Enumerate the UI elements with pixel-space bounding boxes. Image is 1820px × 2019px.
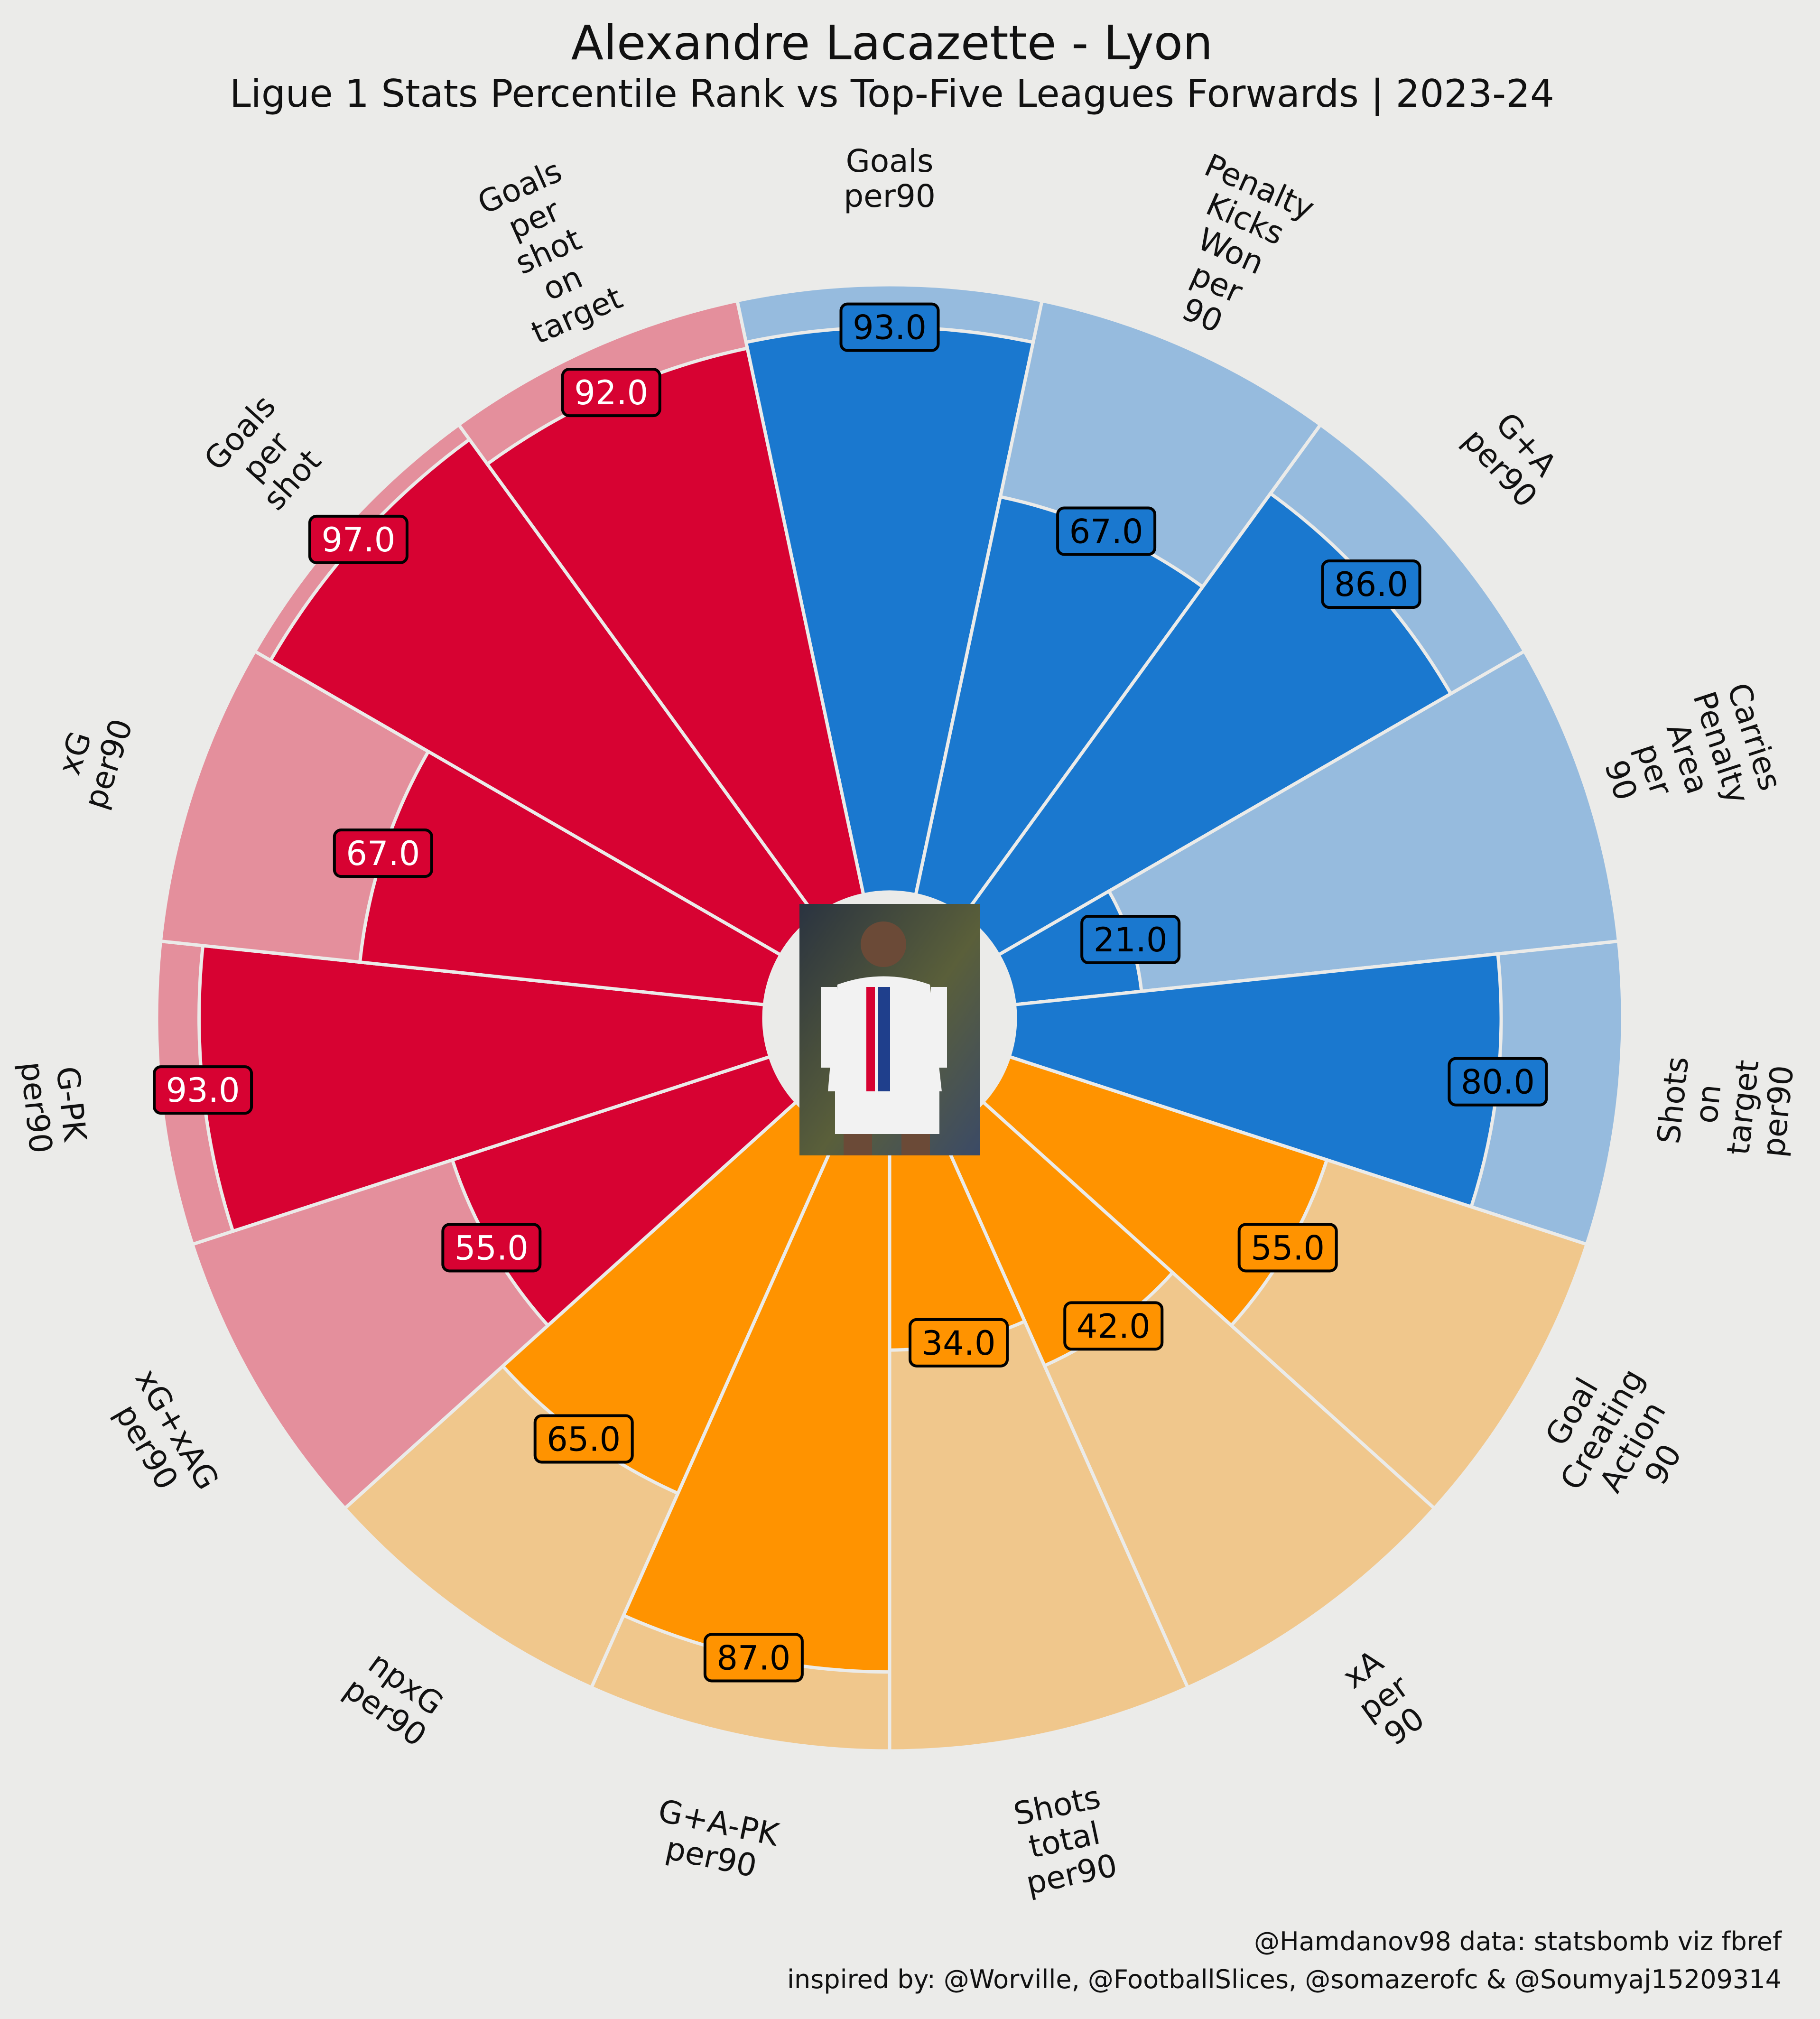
value-label-box — [1448, 1057, 1548, 1107]
value-label: 67.0 — [346, 834, 420, 873]
value-label: 34.0 — [922, 1324, 996, 1363]
category-label: G-PKper90 — [13, 1056, 94, 1155]
value-label-box — [441, 1223, 542, 1273]
value-label-box — [1063, 1301, 1164, 1351]
value-label-box — [839, 302, 940, 352]
chart-title: Alexandre Lacazette - Lyon — [571, 15, 1213, 71]
value-labels-layer: 93.0 67.0 86.0 21.0 80.0 55.0 42.0 34.0 87.0 65.0… — [153, 302, 1548, 1683]
category-label: G+A-PKper90 — [648, 1792, 782, 1888]
category-label: G+Aper90 — [1456, 398, 1570, 514]
value-label: 92.0 — [574, 373, 648, 412]
value-label-box — [1237, 1223, 1338, 1273]
category-label: xG+xAGper90 — [98, 1363, 226, 1514]
credits-line-1: @Hamdanov98 data: statsbomb viz fbref — [1254, 1926, 1783, 1956]
category-label: Goalspershot — [197, 388, 335, 525]
value-label-box — [561, 368, 661, 418]
category-label: npxGper90 — [337, 1642, 454, 1754]
value-label: 67.0 — [1069, 512, 1143, 551]
value-label: 86.0 — [1334, 565, 1408, 604]
category-label: Goalspershotontarget — [469, 151, 628, 351]
category-label: GoalCreatingAction90 — [1523, 1345, 1712, 1531]
value-label: 93.0 — [166, 1071, 240, 1110]
value-label-box — [909, 1318, 1009, 1368]
category-label: Goals per90 — [844, 143, 936, 214]
chart-subtitle: Ligue 1 Stats Percentile Rank vs Top-Fiv… — [230, 72, 1554, 116]
value-label: 55.0 — [1251, 1229, 1325, 1268]
category-label: Shotsontargetper90 — [1650, 1051, 1801, 1161]
value-label-box — [333, 828, 433, 878]
category-label: PenaltyKicksWonper90 — [1142, 147, 1319, 355]
value-label-box — [533, 1414, 634, 1464]
center-player-photo — [764, 892, 1015, 1155]
credits-line-2: inspired by: @Worville, @FootballSlices,… — [787, 1964, 1782, 1994]
category-label: xGper90 — [43, 704, 139, 813]
value-label: 65.0 — [547, 1420, 621, 1459]
value-label-box — [1056, 506, 1157, 556]
value-label: 93.0 — [853, 308, 927, 347]
value-label: 80.0 — [1461, 1063, 1535, 1102]
category-label: xAper90 — [1331, 1639, 1437, 1756]
value-label-box — [153, 1065, 253, 1115]
value-label-box — [308, 514, 409, 564]
value-label: 21.0 — [1094, 921, 1168, 959]
value-label: 42.0 — [1077, 1307, 1151, 1346]
value-label: 55.0 — [455, 1229, 529, 1268]
value-label-box — [1321, 559, 1421, 609]
category-label: Shotstotalper90 — [1008, 1778, 1120, 1902]
value-label-box — [1080, 915, 1181, 965]
value-label: 87.0 — [716, 1638, 790, 1677]
value-label: 97.0 — [321, 521, 395, 559]
category-label: CarriesPenaltyAreaper90 — [1586, 676, 1790, 841]
value-label-box — [703, 1633, 804, 1683]
